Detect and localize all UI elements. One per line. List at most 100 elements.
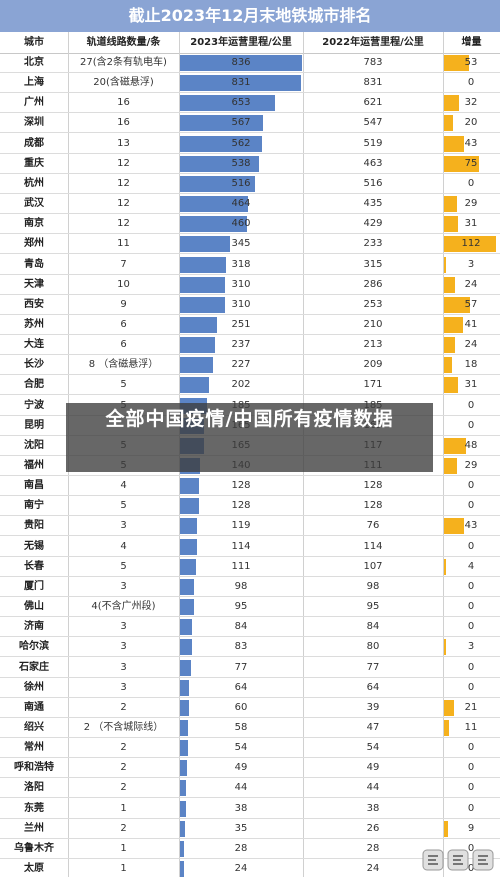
city-cell: 乌鲁木齐 — [14, 842, 54, 854]
increase-cell: 29 — [464, 460, 478, 471]
km2022-cell: 621 — [363, 97, 383, 109]
increase-cell: 0 — [467, 580, 475, 592]
km2023-cell: 310 — [231, 298, 251, 310]
watermark-logo — [422, 849, 494, 871]
increase-cell: 41 — [464, 318, 478, 330]
bar-2023 — [180, 780, 187, 797]
bar-increase — [444, 719, 450, 736]
table-row: 西安 9 310 253 57 — [0, 295, 500, 315]
table-row: 武汉 12 464 435 29 — [0, 194, 500, 215]
overlay-band — [66, 403, 433, 472]
bar-increase — [444, 155, 479, 172]
km2022-cell: 435 — [363, 198, 383, 210]
lines-cell: 2 （不含城际线） — [83, 721, 164, 733]
km2023-cell: 28 — [234, 842, 248, 854]
bar-increase — [444, 95, 459, 112]
city-cell: 济南 — [24, 621, 44, 633]
table-row: 南宁 5 128 128 0 — [0, 496, 500, 517]
table-row: 常州 2 54 54 0 — [0, 738, 500, 759]
city-cell: 杭州 — [24, 177, 44, 189]
lines-cell: 5 — [120, 500, 127, 512]
city-cell: 武汉 — [24, 198, 44, 210]
bar-2023 — [180, 377, 210, 394]
km2023-cell: 464 — [231, 198, 251, 210]
km2022-cell: 24 — [366, 863, 380, 874]
increase-cell: 0 — [467, 742, 475, 754]
increase-cell: 29 — [464, 198, 478, 210]
city-cell: 南昌 — [24, 480, 44, 492]
bar-2023 — [180, 357, 214, 374]
table-row: 徐州 3 64 64 0 — [0, 678, 500, 698]
km2022-cell: 26 — [366, 822, 380, 834]
km2022-cell: 171 — [363, 379, 383, 391]
bar-increase — [444, 357, 453, 374]
bar-2023 — [180, 578, 195, 595]
city-cell: 贵阳 — [24, 520, 44, 532]
lines-cell: 12 — [117, 218, 130, 230]
km2023-cell: 111 — [231, 560, 251, 572]
increase-cell: 0 — [467, 762, 475, 774]
increase-cell: 43 — [464, 137, 478, 149]
table-row: 济南 3 84 84 0 — [0, 617, 500, 638]
city-cell: 郑州 — [24, 238, 44, 250]
increase-cell: 0 — [467, 661, 475, 673]
city-cell: 苏州 — [24, 318, 44, 330]
bar-2023 — [180, 478, 199, 495]
city-cell: 常州 — [24, 742, 44, 754]
bar-2023 — [180, 75, 302, 92]
km2022-cell: 783 — [363, 57, 383, 68]
table-row: 大连 6 237 213 24 — [0, 335, 500, 356]
lines-cell: 2 — [120, 701, 127, 713]
lines-cell: 3 — [120, 621, 127, 633]
increase-cell: 0 — [467, 419, 475, 431]
lines-cell: 5 — [120, 379, 127, 391]
increase-cell: 0 — [467, 77, 475, 89]
km2023-cell: 64 — [234, 681, 248, 693]
city-cell: 昆明 — [24, 419, 44, 431]
km2023-cell: 38 — [234, 802, 248, 814]
increase-cell: 0 — [467, 842, 475, 854]
km2022-cell: 547 — [363, 117, 383, 129]
bar-2023 — [180, 276, 226, 293]
km2023-cell: 227 — [231, 359, 251, 371]
km2022-cell: 463 — [363, 157, 383, 169]
km2023-cell: 251 — [231, 318, 251, 330]
lines-cell: 10 — [117, 278, 130, 290]
increase-cell: 24 — [464, 278, 478, 290]
increase-cell: 0 — [467, 480, 475, 492]
table-row: 洛阳 2 44 44 0 — [0, 778, 500, 799]
km2023-cell: 84 — [234, 621, 248, 633]
bar-increase — [444, 115, 454, 132]
lines-cell: 16 — [117, 117, 130, 129]
header-city: 城市 — [24, 37, 44, 48]
bar-2023 — [180, 256, 227, 273]
lines-cell: 3 — [120, 641, 127, 653]
city-cell: 兰州 — [24, 822, 44, 834]
city-cell: 佛山 — [24, 601, 44, 613]
km2022-cell: 107 — [363, 560, 383, 572]
km2022-cell: 95 — [366, 601, 380, 613]
bar-increase — [444, 316, 464, 333]
overlay-caption: 全部中国疫情/中国所有疫情数据 — [105, 408, 394, 430]
bar-2023 — [180, 639, 193, 656]
table-row: 石家庄 3 77 77 0 — [0, 658, 500, 678]
bar-increase — [444, 55, 469, 71]
km2022-cell: 128 — [363, 500, 383, 512]
column-divider — [443, 32, 444, 877]
km2022-cell: 213 — [363, 339, 383, 351]
city-cell: 合肥 — [24, 379, 44, 391]
km2022-cell: 516 — [363, 177, 383, 189]
lines-cell: 6 — [120, 318, 127, 330]
km2023-cell: 318 — [231, 258, 251, 270]
increase-cell: 48 — [464, 439, 478, 451]
km2022-cell: 44 — [366, 782, 380, 794]
table-row: 天津 10 310 286 24 — [0, 275, 500, 295]
lines-cell: 9 — [120, 298, 127, 310]
lines-cell: 1 — [120, 802, 127, 814]
increase-cell: 0 — [467, 177, 475, 189]
km2022-cell: 233 — [363, 238, 383, 250]
lines-cell: 16 — [117, 97, 130, 109]
table-row: 呼和浩特 2 49 49 0 — [0, 758, 500, 779]
table-header: 城市 轨道线路数量/条 2023年运营里程/公里 2022年运营里程/公里 增量 — [0, 32, 500, 54]
increase-cell: 75 — [464, 157, 478, 169]
